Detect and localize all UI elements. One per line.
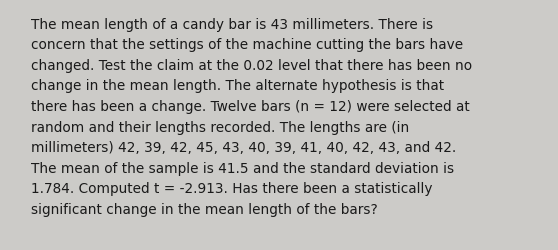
Text: The mean length of a candy bar is 43 millimeters. There is
concern that the sett: The mean length of a candy bar is 43 mil… xyxy=(31,18,472,216)
